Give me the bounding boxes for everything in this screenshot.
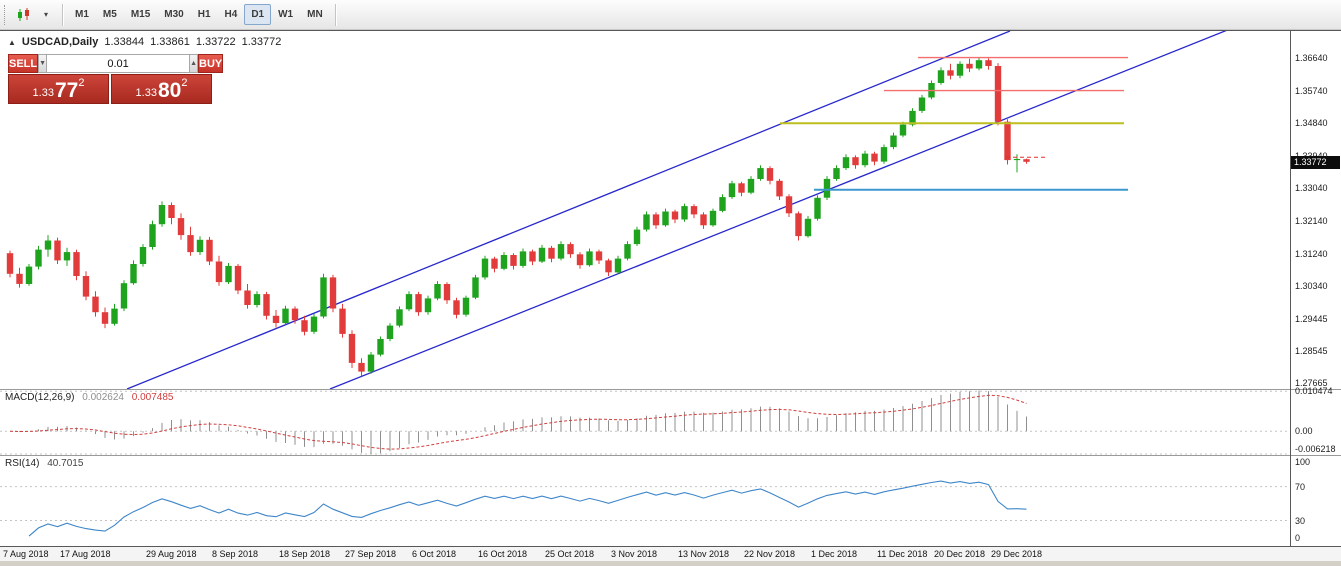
date-tick-label: 7 Aug 2018 [3,549,49,559]
rsi-indicator-header: RSI(14) 40.7015 [5,458,83,469]
buy-price-prefix: 1.33 [135,87,157,99]
date-tick-label: 3 Nov 2018 [611,549,658,559]
price-tick-label: 1.33040 [1295,183,1328,193]
tf-button-m5[interactable]: M5 [96,4,124,25]
rsi-scale-label: 0 [1295,533,1301,543]
tf-button-d1[interactable]: D1 [244,4,272,25]
toolbar-separator [334,3,336,26]
price-tick-label: 1.36640 [1295,53,1328,63]
date-tick-label: 11 Dec 2018 [877,549,928,559]
price-tick-label: 1.34840 [1295,118,1328,128]
toolbar-drag-handle[interactable] [4,4,9,25]
volume-input[interactable] [47,54,190,73]
price-tick-label: 1.27665 [1295,378,1328,388]
ohlc-low: 1.33722 [195,36,236,48]
tf-button-h4[interactable]: H4 [218,4,245,25]
one-click-toggle-icon[interactable]: ▲ [8,37,16,47]
macd-panel-canvas[interactable] [0,390,1290,455]
sell-price-pips: 77 [54,79,79,102]
timeframe-toolbar: M1 M5 M15 M30 H1 H4 D1 W1 MN [68,4,330,25]
date-tick-label: 29 Dec 2018 [991,549,1043,559]
tf-button-m15[interactable]: M15 [124,4,157,25]
volume-decrease-button[interactable]: ▼ [38,54,48,73]
axis-border [0,546,1341,547]
macd-scale-label: 0.010474 [1295,386,1333,396]
buy-price-panel[interactable]: 1.33 80 2 [111,74,212,104]
one-click-trading-widget: SELL ▼ ▲ BUY 1.33 77 2 1.33 80 2 [8,54,224,104]
rsi-name: RSI(14) [5,458,40,469]
date-tick-label: 20 Dec 2018 [934,549,986,559]
tf-button-h1[interactable]: H1 [191,4,218,25]
toolbar-separator [62,3,63,26]
date-tick-label: 29 Aug 2018 [146,549,197,559]
date-tick-label: 25 Oct 2018 [545,549,595,559]
macd-name: MACD(12,26,9) [5,392,75,403]
date-tick-label: 8 Sep 2018 [212,549,259,559]
date-tick-label: 27 Sep 2018 [345,549,397,559]
support-resistance-lines[interactable] [780,56,1128,191]
ohlc-high: 1.33861 [150,36,190,48]
date-tick-label: 18 Sep 2018 [279,549,331,559]
price-tick-label: 1.31240 [1295,249,1328,259]
tf-button-m1[interactable]: M1 [68,4,96,25]
sell-price-prefix: 1.33 [32,87,54,99]
buy-price-pips: 80 [157,79,182,102]
time-axis[interactable]: 7 Aug 2018 17 Aug 2018 29 Aug 2018 8 Sep 20… [0,547,1341,561]
sell-price-pipette: 2 [78,77,85,89]
candles[interactable] [6,58,1030,377]
date-tick-label: 1 Dec 2018 [811,549,858,559]
ohlc-close: 1.33772 [241,36,282,48]
sell-price-panel[interactable]: 1.33 77 2 [8,74,109,104]
chevron-down-icon: ▾ [43,10,48,19]
trend-channel[interactable] [126,31,1290,389]
quote-header: ▲ USDCAD,Daily 1.33844 1.33861 1.33722 1… [8,36,281,48]
chart-type-dropdown[interactable]: ▾ [35,4,57,26]
rsi-panel-canvas[interactable] [0,456,1290,546]
rsi-value: 40.7015 [47,458,84,469]
tf-button-m30[interactable]: M30 [157,4,190,25]
date-tick-label: 16 Oct 2018 [478,549,528,559]
buy-button[interactable]: BUY [198,54,224,73]
price-tick-label: 1.32140 [1295,216,1328,226]
macd-signal-line [9,394,1027,450]
current-price-tag: 1.33772 [1291,156,1340,169]
price-tick-label: 1.29445 [1295,314,1328,324]
rsi-scale-label: 30 [1295,516,1306,526]
macd-main-value: 0.002624 [82,392,124,403]
sell-button[interactable]: SELL [8,54,39,73]
macd-scale-label: 0.00 [1295,426,1313,436]
chart-top-border [0,30,1341,31]
buy-price-pipette: 2 [181,77,188,89]
macd-scale-label: -0.006218 [1295,444,1336,454]
price-axis-border [1290,31,1291,546]
date-tick-label: 6 Oct 2018 [412,549,457,559]
date-tick-label: 13 Nov 2018 [678,549,730,559]
date-tick-label: 17 Aug 2018 [60,549,111,559]
price-tick-label: 1.30340 [1295,281,1328,291]
rsi-line [28,480,1027,537]
rsi-scale-label: 100 [1295,457,1311,467]
candlestick-chart-icon [18,7,29,21]
panel-divider-macd[interactable] [0,389,1341,390]
price-chart-canvas[interactable] [0,31,1290,389]
rsi-scale-label: 70 [1295,482,1306,492]
window-bottom-edge [0,561,1341,566]
macd-indicator-header: MACD(12,26,9) 0.002624 0.007485 [5,392,173,403]
panel-divider-rsi[interactable] [0,455,1341,456]
chart-background [0,31,1341,546]
price-tick-label: 1.35740 [1295,86,1328,96]
macd-signal-value: 0.007485 [131,392,174,403]
tf-button-mn[interactable]: MN [300,4,330,25]
date-tick-label: 22 Nov 2018 [744,549,796,559]
price-tick-label: 1.28545 [1295,346,1328,356]
macd-histogram [19,390,1027,454]
toolbar: ▾ M1 M5 M15 M30 H1 H4 D1 W1 MN [0,0,1341,30]
ohlc-open: 1.33844 [104,36,145,48]
symbol-label: USDCAD,Daily [21,36,99,48]
tf-button-w1[interactable]: W1 [271,4,300,25]
chart-type-button[interactable] [13,4,35,26]
volume-increase-button[interactable]: ▲ [189,54,198,73]
